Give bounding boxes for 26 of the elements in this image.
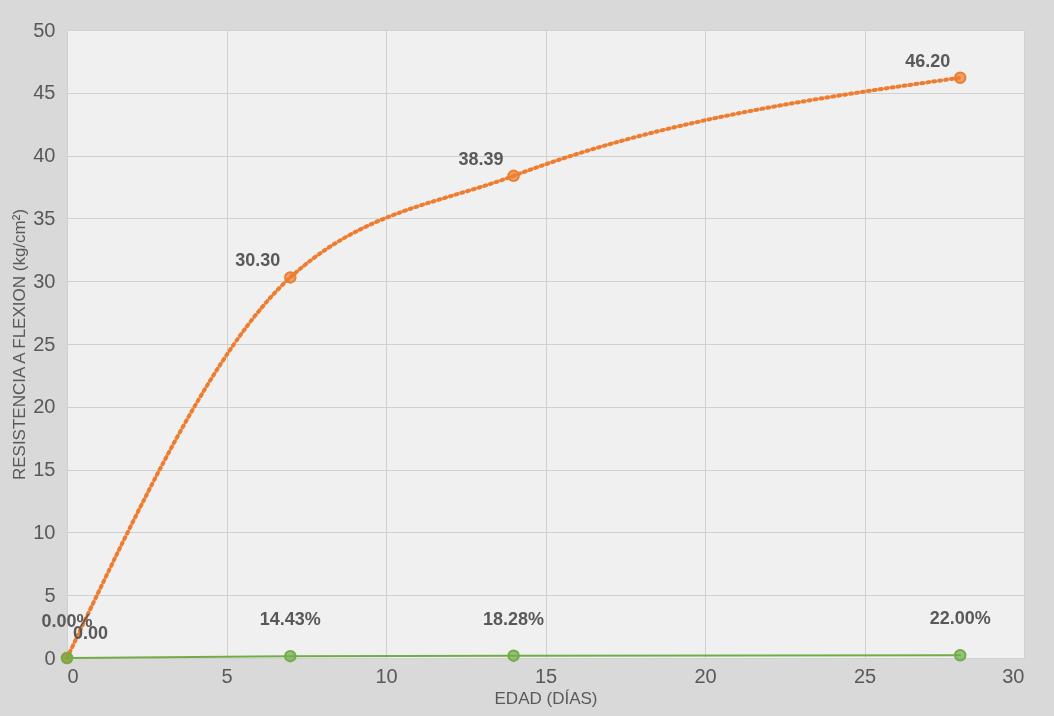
y-tick-label: 0 [44, 646, 56, 669]
y-axis-title: RESISTENCIA A FLEXION (kg/cm²) [10, 208, 30, 481]
x-tick-label: 0 [67, 664, 79, 687]
x-tick-label: 25 [853, 664, 877, 687]
y-tick-label: 20 [33, 395, 56, 418]
y-tick-label: 5 [44, 583, 56, 606]
data-label: 14.43% [259, 609, 321, 630]
y-tick-label: 40 [33, 144, 56, 167]
data-label: 18.28% [483, 608, 545, 629]
y-tick-label: 30 [33, 269, 56, 292]
y-tick-label: 50 [33, 18, 56, 41]
x-tick-label: 30 [1002, 664, 1025, 687]
data-label: 30.30 [235, 250, 281, 271]
x-tick-label: 5 [221, 664, 233, 687]
x-tick-label: 10 [375, 664, 398, 687]
y-tick-label: 15 [33, 458, 56, 481]
data-label: 38.39 [458, 148, 504, 169]
y-tick-label: 10 [33, 520, 56, 543]
data-label: 46.20 [905, 50, 951, 71]
y-tick-label: 35 [33, 206, 56, 229]
y-tick-label: 25 [33, 332, 56, 355]
data-label: 22.00% [929, 608, 991, 629]
x-tick-label: 15 [534, 664, 558, 687]
y-tick-label: 45 [33, 81, 56, 104]
x-tick-label: 20 [694, 664, 717, 687]
x-axis-title: EDAD (DÍAS) [494, 688, 598, 708]
